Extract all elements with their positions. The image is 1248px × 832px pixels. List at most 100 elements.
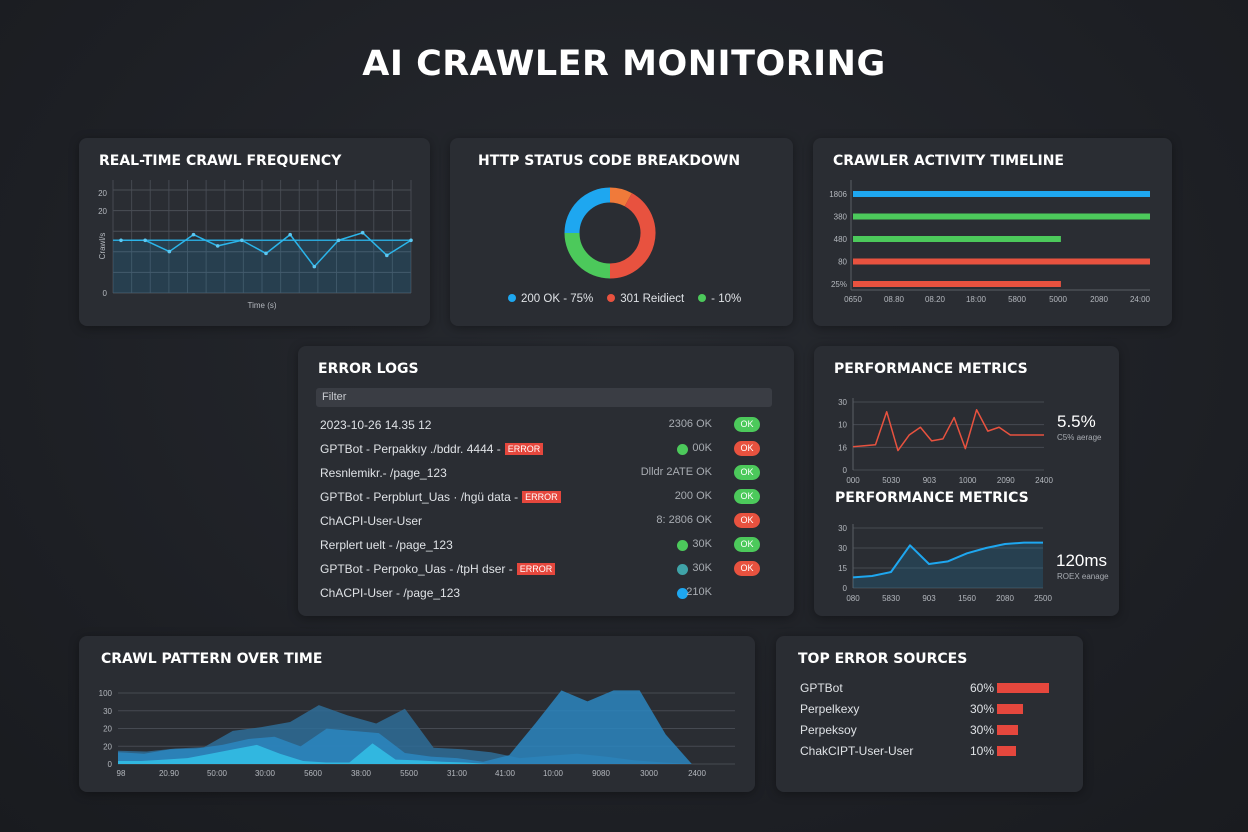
crawl-frequency-panel: REAL-TIME CRAWL FREQUENCY 0 20 20 Crawl/s Ti… xyxy=(79,138,430,326)
chart-legend: 200 OK - 75% 301 Reidiect - 10% xyxy=(508,293,755,305)
status-code: 30K xyxy=(692,538,712,550)
series-line xyxy=(852,409,1044,452)
error-source-row: Perpelkexy 30% xyxy=(800,702,1050,720)
error-tag: ERROR xyxy=(522,491,561,503)
x-tick-label: 10:00 xyxy=(543,769,564,778)
x-tick-label: 5600 xyxy=(304,769,322,778)
series-area xyxy=(118,690,692,764)
log-row[interactable]: Rerplert uelt - /page_123 30K OK xyxy=(320,536,760,556)
y-tick-label: 100 xyxy=(99,689,113,698)
x-tick-label: 5030 xyxy=(882,476,900,485)
donut-slice xyxy=(609,187,632,207)
filter-input[interactable]: Filter xyxy=(316,388,772,407)
y-tick-label: 1806 xyxy=(829,190,847,199)
data-point xyxy=(312,264,317,269)
y-tick-label: 30 xyxy=(838,398,847,407)
y-tick-label: 0 xyxy=(108,760,113,769)
legend-label: - 10% xyxy=(711,293,742,305)
log-row[interactable]: ChACPI-User - /page_123 210K xyxy=(320,584,760,604)
log-text: ChACPI-User-User xyxy=(320,514,422,528)
donut-slice xyxy=(564,187,611,234)
log-text: GPTBot - Perpoko_Uas - /tpH dser - ERROR xyxy=(320,562,556,576)
x-tick-label: 5500 xyxy=(400,769,418,778)
source-bar xyxy=(997,725,1018,735)
x-tick-label: 0650 xyxy=(844,295,862,304)
y-tick-label: 30 xyxy=(838,524,847,533)
y-tick-label: 0 xyxy=(843,584,848,593)
log-row[interactable]: GPTBot - Perpakkıy ./bddr. 4444 - ERROR 00… xyxy=(320,440,760,460)
x-tick-label: 9080 xyxy=(592,769,610,778)
log-message: GPTBot - Perpblurt_Uas · /hgü data - xyxy=(320,490,519,504)
y-tick-label: 0 xyxy=(103,289,108,298)
timeline-bar xyxy=(853,258,1150,265)
panel-title: ERROR LOGS xyxy=(318,361,419,377)
error-tag: ERROR xyxy=(504,443,544,455)
log-row[interactable]: ChACPI-User-User 8: 2806 OK OK xyxy=(320,512,760,532)
log-row[interactable]: Resnlemikr.- /page_123 Dlldr 2ATE OK OK xyxy=(320,464,760,484)
log-text: Rerplert uelt - /page_123 xyxy=(320,538,453,552)
log-message: GPTBot - Perpoko_Uas - /tpH dser - xyxy=(320,562,513,576)
x-tick-label: 2080 xyxy=(996,594,1014,603)
donut-slice xyxy=(564,232,611,279)
data-point xyxy=(264,251,268,256)
status-breakdown-panel: HTTP STATUS CODE BREAKDOWN 200 OK - 75% 3… xyxy=(450,138,793,326)
log-text: 2023-10-26 14.35 12 xyxy=(320,418,431,432)
status-code: 8: 2806 OK xyxy=(656,514,712,526)
timeline-bar xyxy=(853,191,1150,197)
status-code: 00K xyxy=(692,442,712,454)
data-point xyxy=(288,232,292,237)
log-message: ChACPI-User-User xyxy=(320,514,423,528)
x-tick-label: 38:00 xyxy=(351,769,372,778)
source-percent: 10% xyxy=(970,744,995,758)
x-tick-label: 30:00 xyxy=(255,769,276,778)
x-tick-label: 08.20 xyxy=(925,295,946,304)
activity-timeline-panel: CRAWLER ACTIVITY TIMELINE 1806 380 480 80 25… xyxy=(813,138,1172,326)
y-tick-label: 20 xyxy=(98,207,107,216)
legend-dot-icon xyxy=(508,294,516,302)
y-tick-label: 16 xyxy=(838,443,847,452)
crawl-frequency-chart: 0 20 20 Crawl/s Time (s) xyxy=(98,180,413,310)
status-badge: OK xyxy=(734,489,760,504)
response-time-label: ROEX eanage xyxy=(1057,572,1109,581)
source-percent: 30% xyxy=(970,723,995,737)
error-source-row: Perpeksoy 30% xyxy=(800,723,1050,741)
panel-title-2: PERFORMANCE METRICS xyxy=(835,490,1029,506)
legend-item: - 10% xyxy=(698,293,741,305)
data-point xyxy=(215,244,220,248)
log-row[interactable]: GPTBot - Perpoko_Uas - /tpH dser - ERROR 3… xyxy=(320,560,760,580)
page-title: AI CRAWLER MONITORING xyxy=(362,44,886,84)
status-code: 200 OK xyxy=(674,490,712,502)
status-code: 210K xyxy=(686,586,712,598)
status-badge: OK xyxy=(734,513,760,528)
x-tick-label: 41:00 xyxy=(495,769,516,778)
error-source-row: GPTBot 60% xyxy=(800,681,1050,699)
x-tick-label: 1560 xyxy=(958,594,976,603)
log-row[interactable]: GPTBot - Perpblurt_Uas · /hgü data - ERRO… xyxy=(320,488,760,508)
log-row[interactable]: 2023-10-26 14.35 12 2306 OK OK xyxy=(320,416,760,436)
data-point xyxy=(240,238,244,243)
baseline-area xyxy=(113,240,411,293)
source-name: Perpeksoy xyxy=(800,723,857,737)
error-tag: ERROR xyxy=(516,563,556,575)
x-tick-label: 2400 xyxy=(1035,476,1053,485)
timeline-bar xyxy=(853,281,1061,287)
log-message: GPTBot - Perpakkıy ./bddr. 4444 - xyxy=(320,442,501,456)
error-logs-panel: ERROR LOGS Filter 2023-10-26 14.35 12 230… xyxy=(298,346,794,616)
donut-slice xyxy=(609,193,656,279)
y-tick-label: 20 xyxy=(103,725,112,734)
panel-title: PERFORMANCE METRICS xyxy=(834,361,1028,377)
x-tick-label: 903 xyxy=(922,594,936,603)
y-tick-label: 10 xyxy=(838,421,847,430)
x-tick-label: 98 xyxy=(117,769,126,778)
status-badge: OK xyxy=(734,441,760,456)
y-tick-label: 0 xyxy=(843,466,848,475)
x-tick-label: 50:00 xyxy=(207,769,228,778)
data-point xyxy=(336,238,341,243)
series-line xyxy=(852,541,1043,579)
status-donut-chart xyxy=(564,187,656,279)
x-tick-label: 24:00 xyxy=(1130,295,1151,304)
x-tick-label: 1000 xyxy=(959,476,977,485)
error-rate-label: C5% aerage xyxy=(1057,433,1102,442)
x-tick-label: 5830 xyxy=(882,594,900,603)
error-rate-value: 5.5% xyxy=(1057,412,1096,431)
